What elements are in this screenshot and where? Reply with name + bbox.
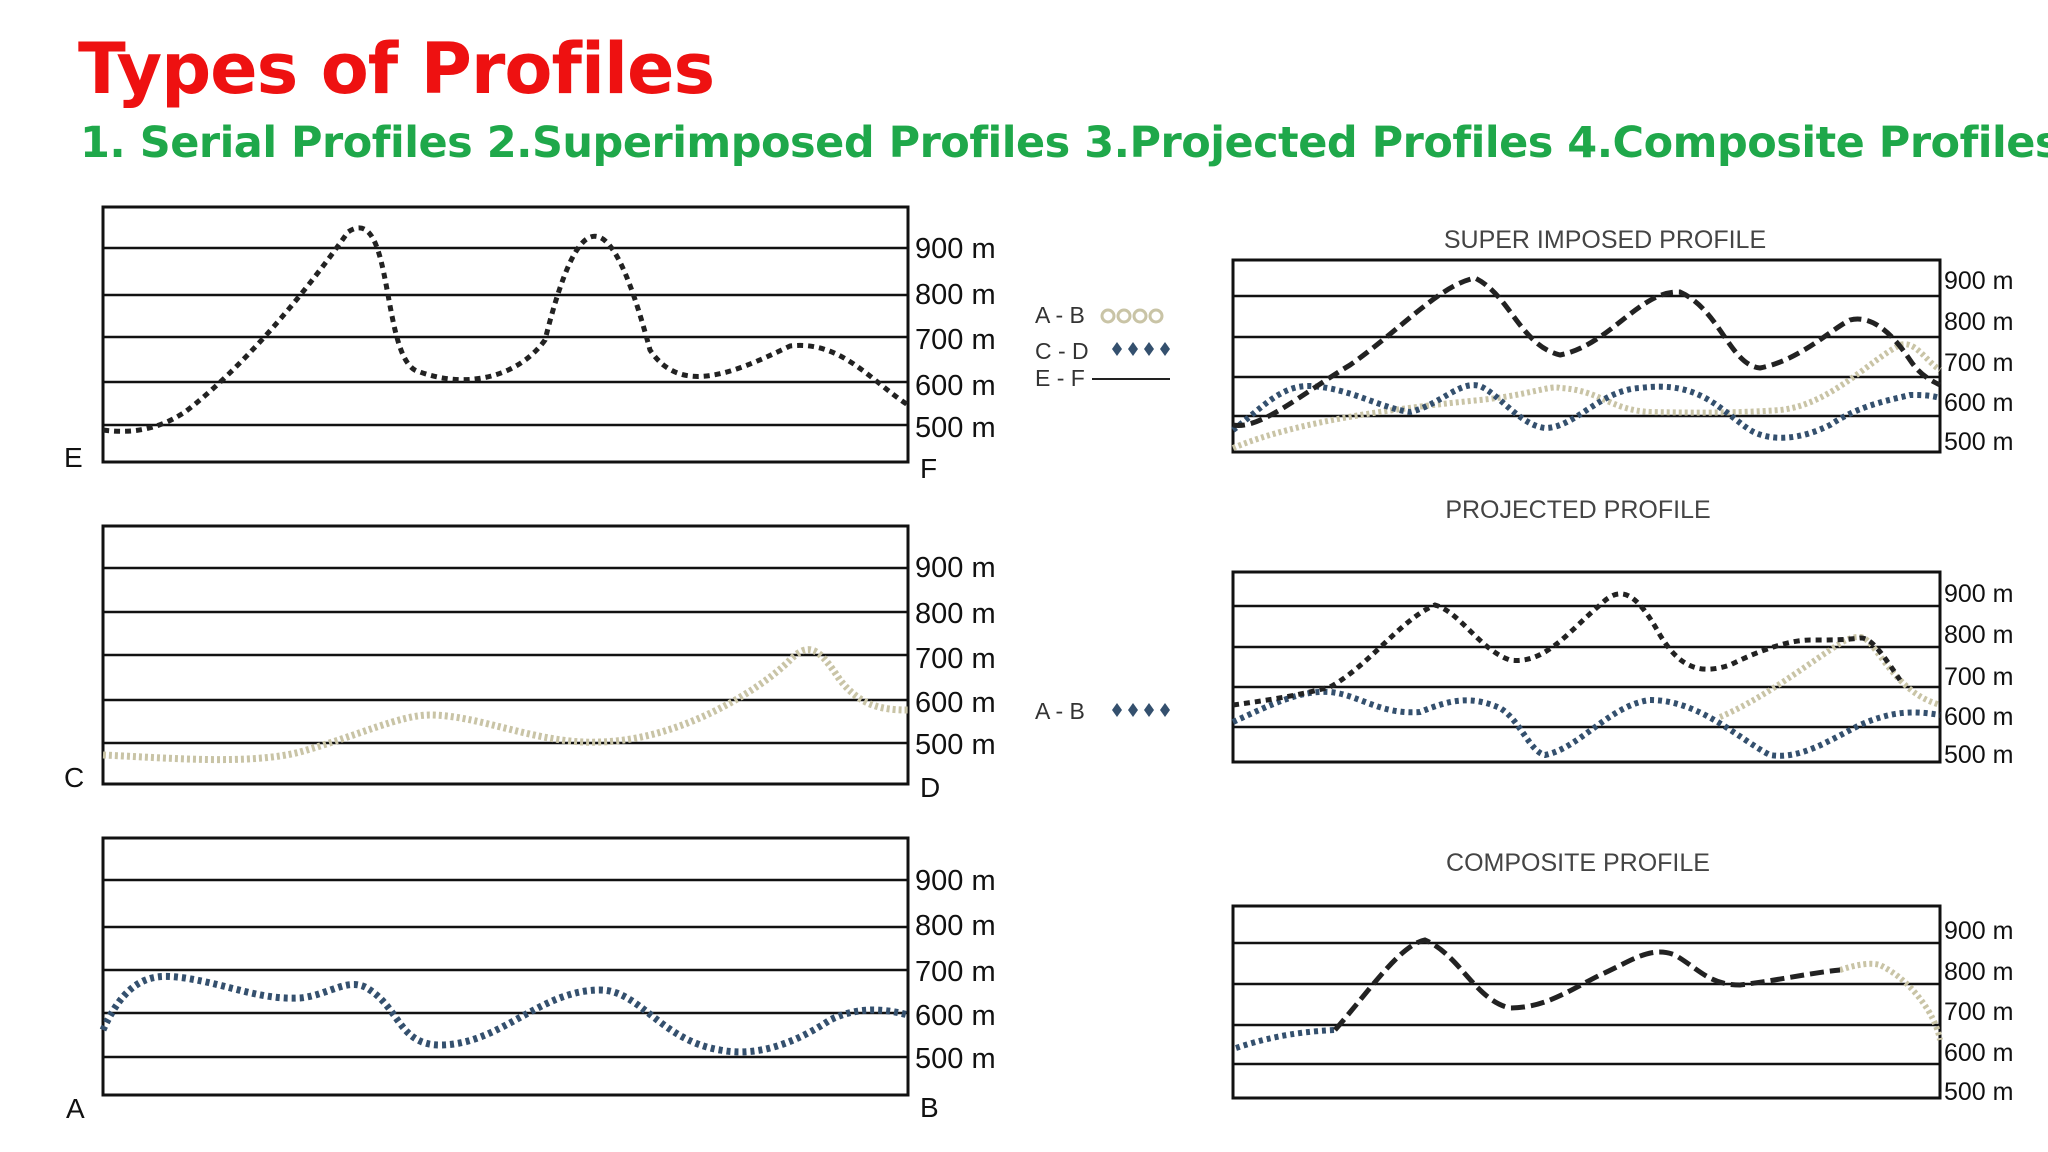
tick-label: 800 m: [915, 279, 996, 311]
tick-label: 900 m: [915, 233, 996, 265]
panel-title: SUPER IMPOSED PROFILE: [1444, 226, 1766, 254]
tick-label: 500 m: [1944, 741, 2013, 769]
projected-profile: PROJECTED PROFILE 900 m 800 m 700 m 600 …: [1231, 496, 2013, 769]
tick-label: 500 m: [1944, 1078, 2013, 1106]
profile-line-ab-diamonds: [1231, 688, 1941, 759]
profile-line-ab-diamonds: [1235, 1027, 1336, 1051]
profile-line-ab-circles: [1839, 960, 1943, 1041]
legend-middle: A - B: [1035, 698, 1170, 724]
tick-label: 700 m: [915, 324, 996, 356]
chart-frame: [101, 836, 910, 1097]
tick-label: 800 m: [1944, 958, 2013, 986]
profile-line-ef: [102, 225, 910, 434]
endpoint-label-e: E: [64, 442, 83, 473]
tick-label: 900 m: [1944, 267, 2013, 295]
composite-profile: COMPOSITE PROFILE 900 m 800 m 700 m 600 …: [1231, 849, 2013, 1106]
page-subtitle: 1. Serial Profiles 2.Superimposed Profil…: [80, 118, 2048, 168]
serial-profile-ef: 900 m 800 m 700 m 600 m 500 m E F: [64, 205, 996, 484]
endpoint-label-a: A: [66, 1093, 85, 1124]
tick-label: 700 m: [1944, 663, 2013, 691]
legend-label: C - D: [1035, 338, 1089, 364]
profile-line-ab: [99, 972, 909, 1056]
tick-labels: 900 m 800 m 700 m 600 m 500 m: [1944, 917, 2013, 1106]
chart-frame: [1231, 258, 1942, 454]
endpoint-label-c: C: [64, 762, 84, 793]
tick-label: 900 m: [1944, 580, 2013, 608]
tick-label: 800 m: [1944, 621, 2013, 649]
tick-label: 800 m: [1944, 308, 2013, 336]
chart-frame: [101, 205, 910, 464]
tick-labels: 900 m 800 m 700 m 600 m 500 m: [915, 233, 996, 444]
tick-label: 500 m: [915, 729, 996, 761]
tick-label: 600 m: [915, 370, 996, 402]
legend-label: A - B: [1035, 302, 1085, 328]
panel-title: COMPOSITE PROFILE: [1446, 849, 1710, 877]
tick-label: 700 m: [915, 956, 996, 988]
superimposed-profile: SUPER IMPOSED PROFILE 900 m 800 m 700 m …: [1231, 226, 2013, 456]
tick-label: 600 m: [1944, 703, 2013, 731]
profile-line-cd: [1231, 382, 1941, 441]
gridlines: [1233, 294, 1940, 418]
tick-label: 600 m: [1944, 1039, 2013, 1067]
tick-labels: 900 m 800 m 700 m 600 m 500 m: [1944, 580, 2013, 769]
endpoint-label-b: B: [920, 1092, 939, 1123]
panel-title: PROJECTED PROFILE: [1445, 496, 1710, 524]
tick-labels: 900 m 800 m 700 m 600 m 500 m: [915, 865, 996, 1075]
tick-label: 700 m: [1944, 998, 2013, 1026]
legend-swatch-diamonds: [1112, 703, 1170, 717]
legend-label: E - F: [1035, 365, 1085, 391]
gridlines: [1233, 941, 1940, 1066]
gridlines: [103, 566, 908, 745]
profile-line-ef: [1333, 937, 1841, 1032]
legend-swatch-diamonds: [1112, 342, 1170, 356]
serial-profile-cd: 900 m 800 m 700 m 600 m 500 m C D: [64, 524, 996, 803]
profile-line-ef: [1232, 591, 1903, 708]
tick-label: 700 m: [1944, 349, 2013, 377]
tick-label: 900 m: [1944, 917, 2013, 945]
tick-label: 900 m: [915, 865, 996, 897]
endpoint-label-f: F: [920, 453, 937, 484]
tick-label: 500 m: [915, 412, 996, 444]
profile-line-ef: [1232, 275, 1942, 428]
serial-profile-ab: 900 m 800 m 700 m 600 m 500 m A B: [66, 836, 996, 1124]
tick-label: 600 m: [915, 1000, 996, 1032]
gridlines: [1233, 604, 1940, 729]
tick-label: 500 m: [915, 1043, 996, 1075]
legend-label: A - B: [1035, 698, 1085, 724]
tick-label: 900 m: [915, 552, 996, 584]
chart-frame: [1231, 570, 1942, 764]
tick-label: 800 m: [915, 598, 996, 630]
tick-labels: 900 m 800 m 700 m 600 m 500 m: [1944, 267, 2013, 456]
tick-label: 500 m: [1944, 428, 2013, 456]
chart-frame: [1231, 904, 1942, 1100]
legend-top: A - B C - D E - F: [1035, 302, 1170, 391]
endpoint-label-d: D: [920, 772, 940, 803]
gridlines: [103, 246, 908, 427]
page-title: Types of Profiles: [78, 28, 715, 110]
tick-label: 800 m: [915, 910, 996, 942]
tick-label: 700 m: [915, 643, 996, 675]
tick-labels: 900 m 800 m 700 m 600 m 500 m: [915, 552, 996, 761]
tick-label: 600 m: [915, 687, 996, 719]
gridlines: [103, 878, 908, 1059]
tick-label: 600 m: [1944, 389, 2013, 417]
profile-line-ab: [1231, 341, 1942, 451]
legend-swatch-circles: [1100, 308, 1164, 324]
profile-line-ab-circles: [1718, 633, 1941, 720]
